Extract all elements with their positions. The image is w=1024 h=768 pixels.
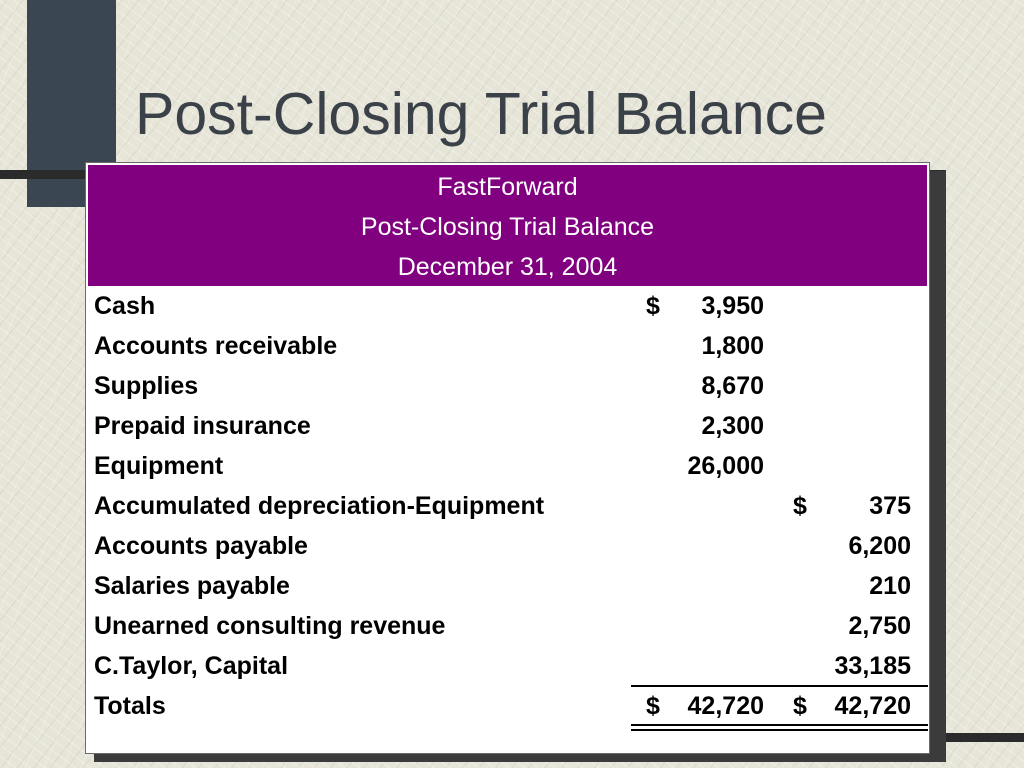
account-name: Accounts payable [94,532,308,560]
totals-row: Totals $ 42,720 $ 42,720 [86,686,931,726]
debit-amount: 26,000 [687,452,764,480]
debit-amount: 3,950 [701,292,764,320]
slide-title: Post-Closing Trial Balance [135,81,827,147]
account-name: Unearned consulting revenue [94,612,446,640]
totals-credit: 42,720 [834,692,911,720]
credit-amount: 6,200 [848,532,911,560]
table-row: C.Taylor, Capital 33,185 [86,646,931,686]
debit-amount: 8,670 [701,372,764,400]
account-name: Salaries payable [94,572,290,600]
totals-double-rule-bottom [631,729,928,731]
debit-amount: 1,800 [701,332,764,360]
account-name: Cash [94,292,156,320]
account-name: C.Taylor, Capital [94,652,289,680]
totals-credit-sign: $ [793,692,807,720]
table-row: Supplies 8,670 [86,366,931,406]
table-row: Salaries payable 210 [86,566,931,606]
credit-currency-sign: $ [793,492,807,520]
decorative-rule-bottom [926,733,1024,742]
totals-debit: 42,720 [687,692,764,720]
statement-name: Post-Closing Trial Balance [360,213,655,241]
totals-label: Totals [94,692,166,720]
decorative-rule-left [0,170,90,179]
totals-double-rule-top [631,724,928,726]
table-row: Cash $3,950 [86,286,931,326]
credit-amount: 33,185 [834,652,911,680]
debit-currency-sign: $ [646,292,660,320]
credit-amount: 375 [869,492,911,520]
table-row: Accounts receivable 1,800 [86,326,931,366]
credit-amount: 2,750 [848,612,911,640]
account-name: Accumulated depreciation-Equipment [94,492,545,520]
table-row: Accounts payable 6,200 [86,526,931,566]
totals-single-rule [631,685,928,687]
table-row: Accumulated depreciation-Equipment $375 [86,486,931,526]
debit-amount: 2,300 [701,412,764,440]
table-row: Prepaid insurance 2,300 [86,406,931,446]
company-name: FastForward [437,173,578,201]
credit-amount: 210 [869,572,911,600]
table-row: Unearned consulting revenue 2,750 [86,606,931,646]
table-header: FastForward Post-Closing Trial Balance D… [88,165,927,286]
account-name: Prepaid insurance [94,412,311,440]
totals-debit-sign: $ [646,692,660,720]
account-name: Equipment [94,452,224,480]
trial-balance-table: FastForward Post-Closing Trial Balance D… [85,162,930,754]
account-name: Accounts receivable [94,332,338,360]
account-name: Supplies [94,372,199,400]
table-row: Equipment 26,000 [86,446,931,486]
statement-date: December 31, 2004 [397,253,618,281]
